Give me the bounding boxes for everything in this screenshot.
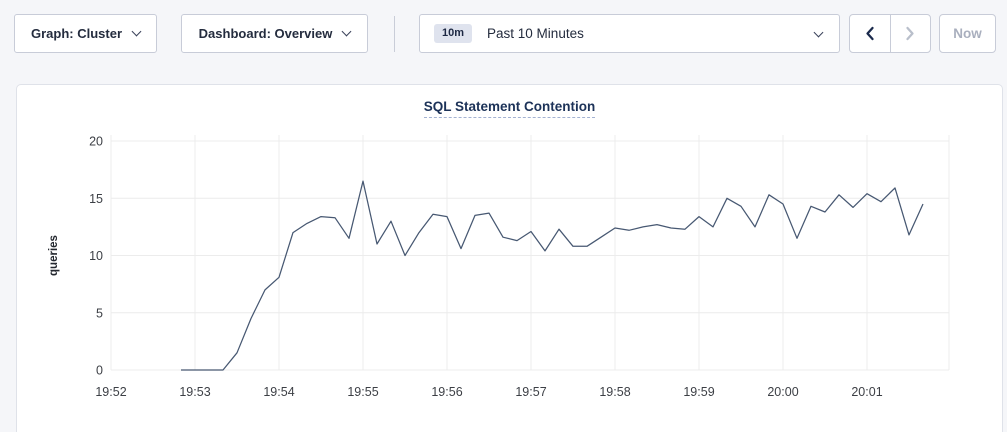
y-axis-label: queries [48, 235, 60, 276]
graph-selector-dropdown[interactable]: Graph: Cluster [14, 14, 157, 53]
time-shift-back-button[interactable] [850, 15, 890, 52]
chart-title-row: SQL Statement Contention [17, 98, 1002, 118]
series-line-queries [181, 180, 924, 371]
chevron-down-icon [813, 27, 824, 38]
x-tick-label: 19:55 [347, 385, 378, 399]
x-tick-label: 19:52 [95, 385, 126, 399]
time-range-label: Past 10 Minutes [487, 26, 584, 41]
dashboard-selector-dropdown[interactable]: Dashboard: Overview [181, 14, 368, 53]
y-tick-label: 5 [96, 306, 103, 320]
x-tick-label: 20:01 [851, 385, 882, 399]
x-tick-label: 19:57 [515, 385, 546, 399]
x-tick-label: 19:54 [263, 385, 294, 399]
x-tick-label: 19:56 [431, 385, 462, 399]
y-tick-label: 0 [96, 364, 103, 378]
sql-contention-line-chart[interactable]: 0 5 10 15 20 19:52 19:53 19:54 19:55 19:56 19:57 19… [17, 85, 1004, 425]
dashboard-selector-label: Dashboard: Overview [198, 26, 333, 41]
time-shift-forward-button[interactable] [889, 15, 930, 52]
chart-title[interactable]: SQL Statement Contention [423, 99, 596, 118]
time-shift-button-group [849, 14, 931, 53]
chevron-left-icon [866, 26, 874, 41]
time-range-selector[interactable]: 10m Past 10 Minutes [419, 14, 840, 53]
x-tick-label: 19:59 [683, 385, 714, 399]
graph-selector-label: Graph: Cluster [30, 26, 122, 41]
chart-card: SQL Statement Contention 0 5 10 15 20 19:52 19… [16, 84, 1003, 432]
x-tick-label: 19:53 [179, 385, 210, 399]
chevron-right-icon [906, 26, 915, 41]
y-tick-label: 10 [89, 249, 103, 263]
y-tick-label: 15 [89, 192, 103, 206]
x-tick-label: 20:00 [767, 385, 798, 399]
y-tick-label: 20 [89, 135, 103, 149]
time-range-badge: 10m [434, 24, 473, 43]
now-button-label: Now [953, 26, 982, 41]
now-button[interactable]: Now [939, 14, 996, 53]
x-tick-label: 19:58 [599, 385, 630, 399]
chevron-down-icon [341, 26, 352, 37]
header-divider [394, 16, 395, 52]
chevron-down-icon [131, 26, 142, 37]
